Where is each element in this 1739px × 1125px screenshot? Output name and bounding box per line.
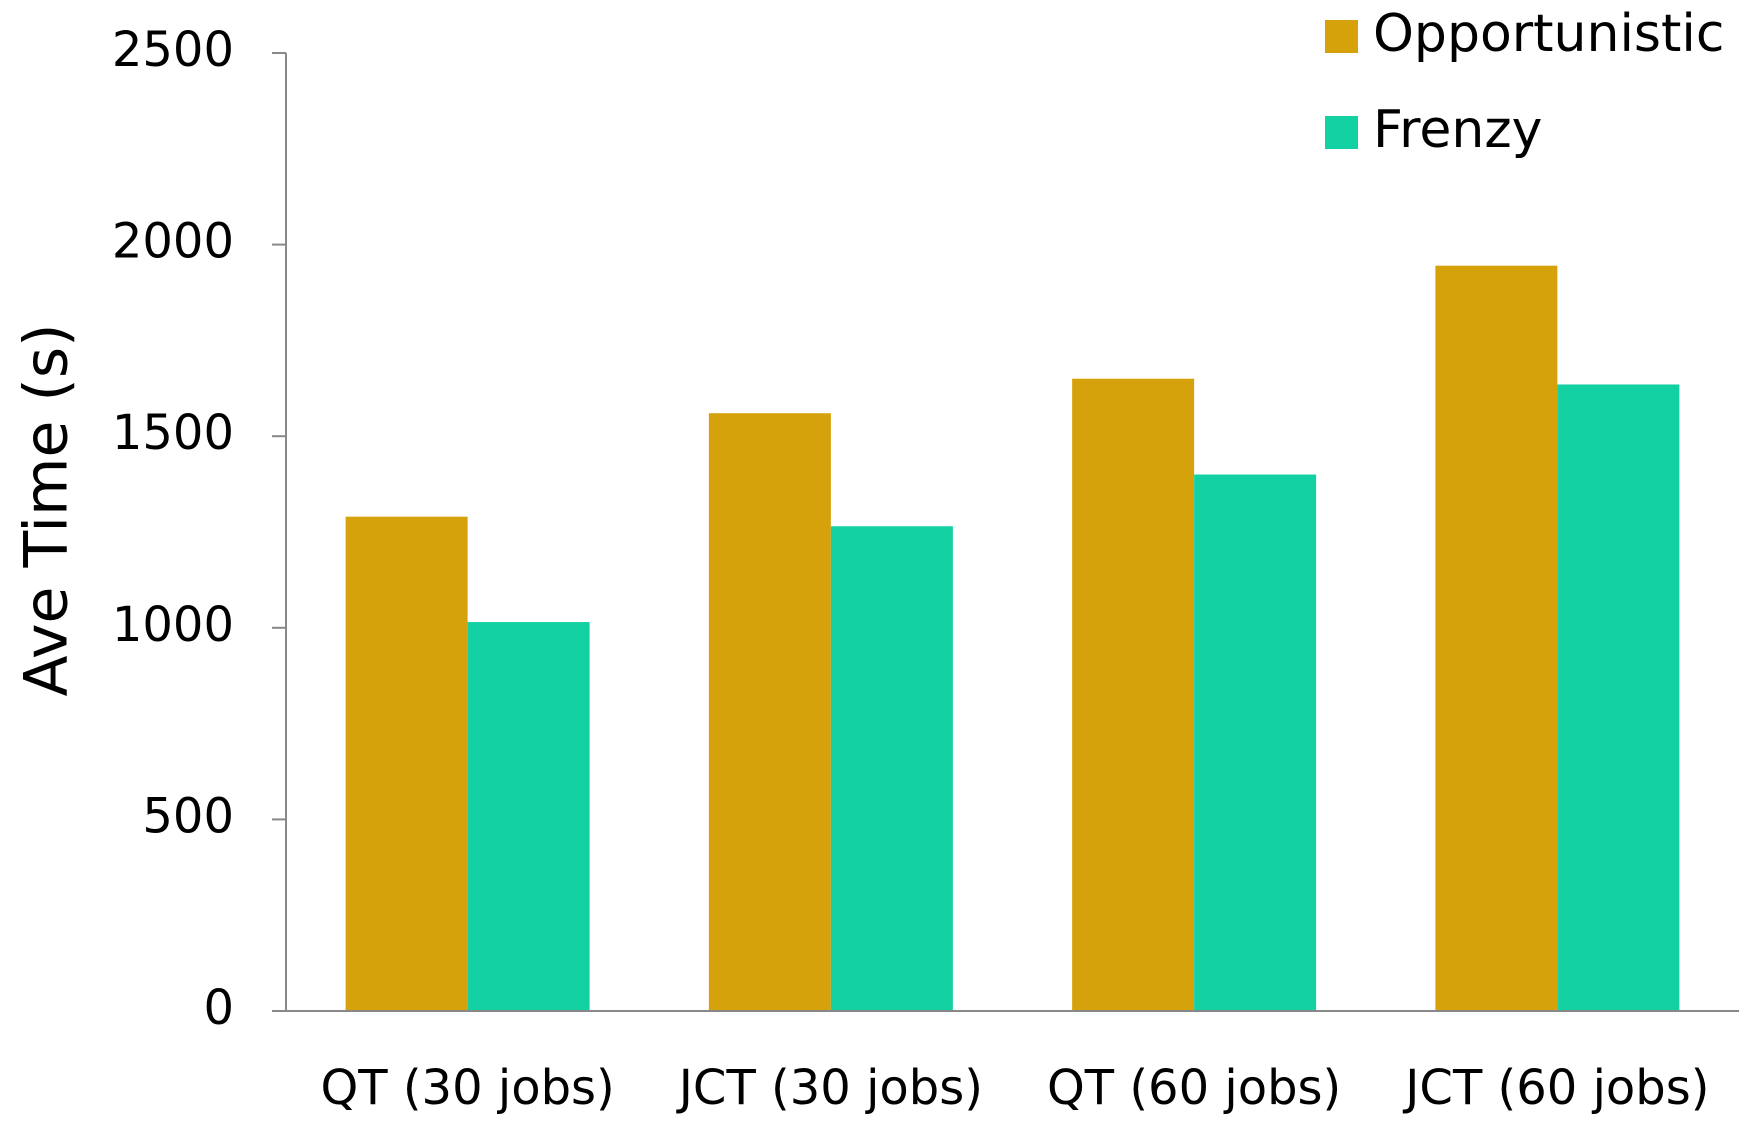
bar: [345, 516, 468, 1011]
bar: [830, 526, 953, 1011]
y-axis-label: Ave Time (s): [12, 323, 82, 696]
legend-swatch: [1325, 20, 1358, 53]
y-tick-label: 1500: [112, 405, 234, 461]
x-tick-label: JCT (60 jobs): [1402, 1060, 1709, 1116]
y-tick-label: 2500: [112, 22, 234, 78]
legend-swatch: [1325, 116, 1358, 149]
bar: [1194, 474, 1317, 1011]
x-tick-label: QT (30 jobs): [320, 1060, 614, 1116]
y-tick-label: 500: [142, 788, 234, 844]
x-tick-label: QT (60 jobs): [1047, 1060, 1341, 1116]
y-tick-label: 2000: [112, 214, 234, 270]
bar: [1435, 265, 1558, 1011]
legend-label: Frenzy: [1373, 100, 1542, 160]
x-tick-label: JCT (30 jobs): [676, 1060, 983, 1116]
bar: [1557, 384, 1680, 1011]
y-tick-label: 0: [203, 980, 234, 1036]
bar: [1072, 378, 1195, 1012]
y-tick-label: 1000: [112, 597, 234, 653]
bar: [467, 622, 590, 1011]
bar: [708, 413, 831, 1011]
legend-label: Opportunistic: [1373, 4, 1724, 64]
